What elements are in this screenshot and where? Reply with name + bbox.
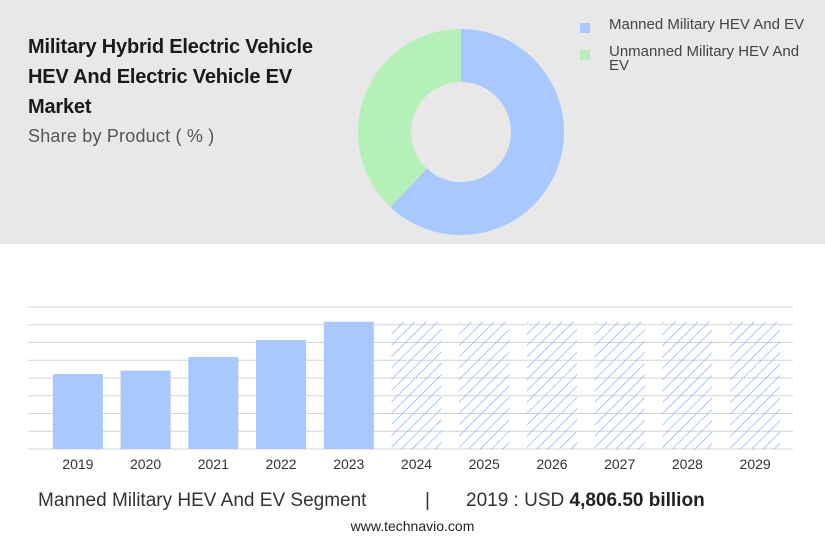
forecast-bar-2027 xyxy=(594,321,645,449)
forecast-bar-2024 xyxy=(391,321,442,449)
donut-slice-1 xyxy=(357,29,461,208)
forecast-bar-2025 xyxy=(459,321,510,449)
x-tick-label-2023: 2023 xyxy=(333,456,364,472)
x-tick-label-2029: 2029 xyxy=(740,456,771,472)
legend: Manned Military HEV And EV Unmanned Mili… xyxy=(580,16,820,86)
x-tick-label-2026: 2026 xyxy=(536,456,567,472)
x-tick-label-2021: 2021 xyxy=(198,456,229,472)
footer-value: 4,806.50 billion xyxy=(569,490,705,511)
source-url: www.technavio.com xyxy=(350,518,475,534)
legend-item-manned: Manned Military HEV And EV xyxy=(580,16,820,33)
forecast-bar-2028 xyxy=(662,321,713,449)
forecast-bar-2026 xyxy=(526,321,577,449)
legend-swatch-manned xyxy=(580,23,590,33)
x-tick-label-2020: 2020 xyxy=(130,456,161,472)
donut-chart xyxy=(357,29,564,235)
top-panel: Military Hybrid Electric Vehicle HEV And… xyxy=(0,0,825,244)
x-tick-label-2019: 2019 xyxy=(62,456,93,472)
chart-subtitle: Share by Product ( % ) xyxy=(28,126,215,146)
bar-2022 xyxy=(256,339,307,449)
legend-label-manned: Manned Military HEV And EV xyxy=(609,16,805,33)
x-tick-label-2025: 2025 xyxy=(469,456,500,472)
x-tick-label-2028: 2028 xyxy=(672,456,703,472)
legend-item-unmanned: Unmanned Military HEV And EV xyxy=(580,43,820,74)
bar-2021 xyxy=(188,356,239,449)
forecast-bar-2029 xyxy=(730,321,781,449)
legend-label-unmanned: Unmanned Military HEV And EV xyxy=(609,43,800,74)
footer-segment: Manned Military HEV And EV Segment xyxy=(38,490,367,511)
footer-year-value: 2019 : USD 4,806.50 billion xyxy=(466,490,705,512)
bar-2019 xyxy=(52,374,103,449)
bar-chart: 2019 2020 2021 2022 2023 2024 2025 2026 2027 2028… xyxy=(28,306,793,472)
chart-title: Military Hybrid Electric Vehicle HEV And… xyxy=(28,36,313,118)
footer-year-label: 2019 : USD xyxy=(466,490,570,511)
donut-slice-0 xyxy=(390,29,564,235)
x-tick-label-2027: 2027 xyxy=(604,456,635,472)
bar-2023 xyxy=(323,321,374,449)
x-tick-label-2022: 2022 xyxy=(265,456,296,472)
x-tick-label-2024: 2024 xyxy=(401,456,432,472)
legend-swatch-unmanned xyxy=(580,50,590,60)
footer-divider: | xyxy=(425,490,430,511)
bar-2020 xyxy=(120,370,171,449)
